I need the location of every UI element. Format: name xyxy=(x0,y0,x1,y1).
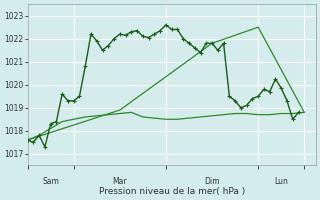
Text: Mar: Mar xyxy=(113,177,127,186)
X-axis label: Pression niveau de la mer( hPa ): Pression niveau de la mer( hPa ) xyxy=(99,187,245,196)
Text: Dim: Dim xyxy=(204,177,220,186)
Text: Lun: Lun xyxy=(274,177,288,186)
Text: Sam: Sam xyxy=(42,177,59,186)
